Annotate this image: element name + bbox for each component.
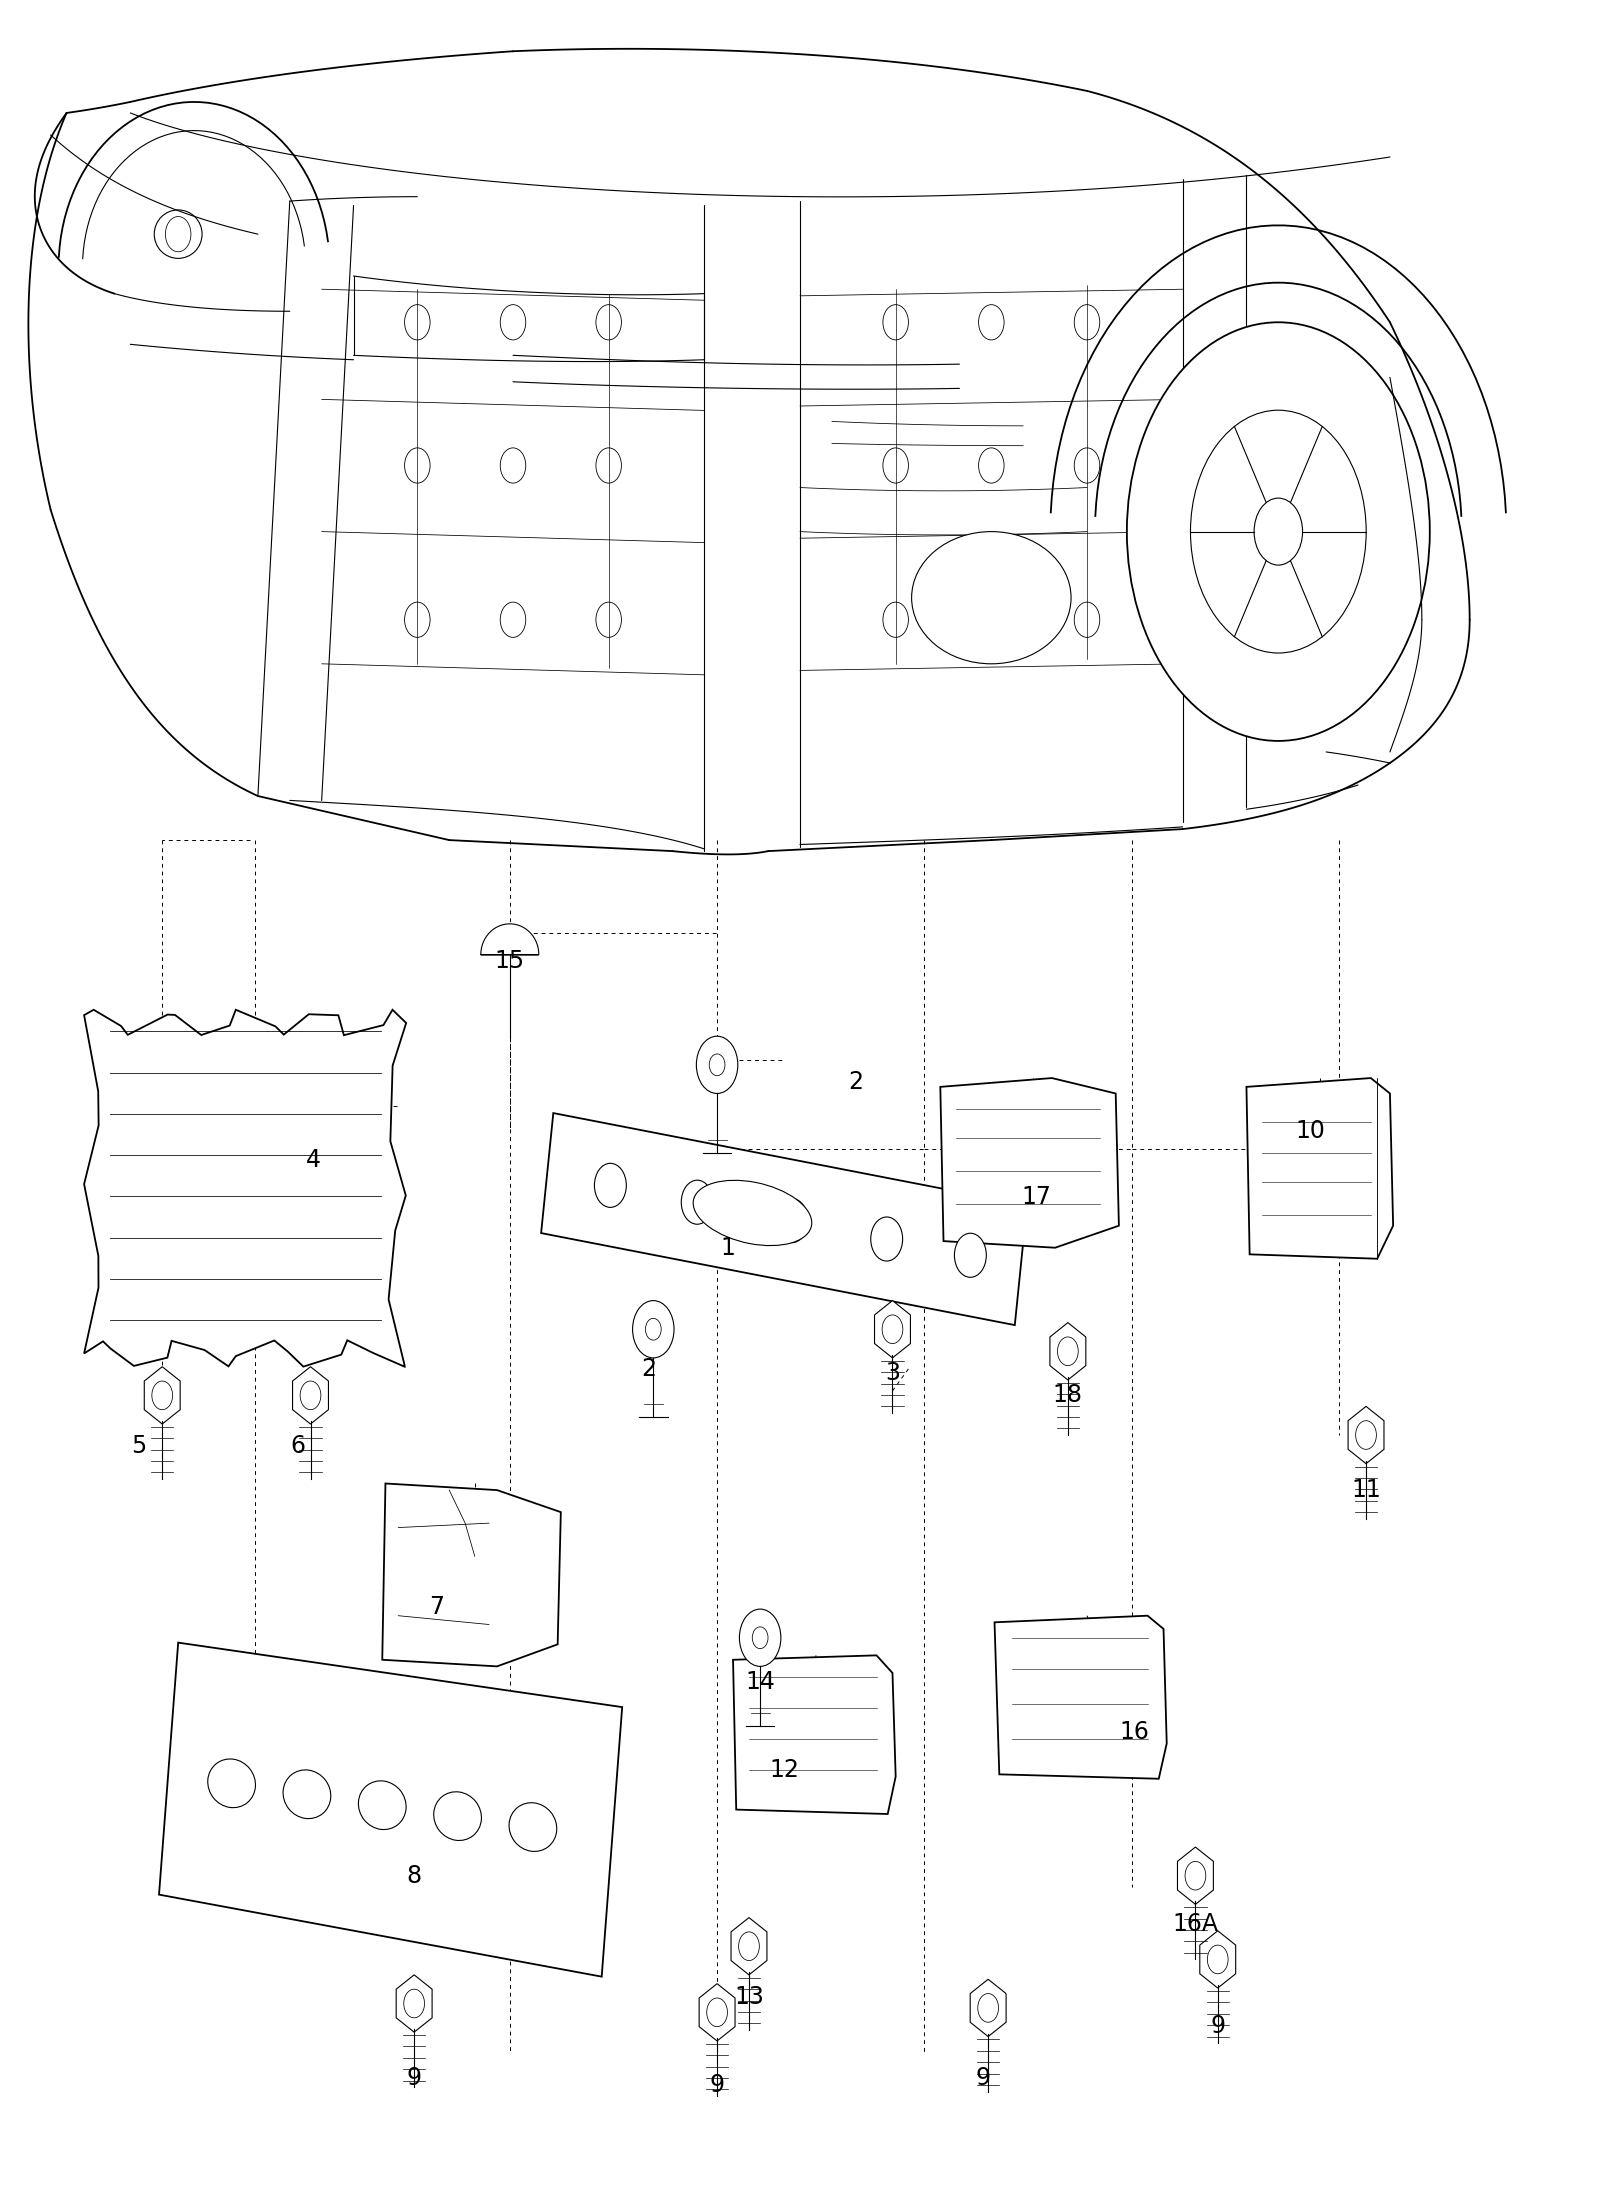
Circle shape [595,305,621,340]
Circle shape [403,1988,424,2017]
Circle shape [979,305,1005,340]
Text: 8: 8 [406,1864,422,1889]
Ellipse shape [693,1180,811,1246]
Text: 4: 4 [306,1149,322,1171]
Polygon shape [733,1655,896,1814]
Text: 13: 13 [734,1986,763,2008]
Polygon shape [1200,1931,1235,1988]
Polygon shape [699,1984,734,2041]
Polygon shape [541,1113,1027,1325]
Circle shape [1074,448,1099,484]
Circle shape [709,1054,725,1076]
Circle shape [501,603,526,638]
Polygon shape [293,1367,328,1425]
Circle shape [501,305,526,340]
Text: 2: 2 [848,1071,864,1093]
Circle shape [882,1314,902,1343]
Circle shape [979,603,1005,638]
Circle shape [696,1036,738,1093]
Circle shape [632,1301,674,1359]
Text: 16A: 16A [1173,1913,1219,1935]
Circle shape [405,448,430,484]
Circle shape [979,448,1005,484]
Text: 3: 3 [885,1361,899,1385]
Circle shape [1254,497,1302,566]
Circle shape [707,1997,728,2026]
Ellipse shape [912,532,1070,665]
Circle shape [501,448,526,484]
Polygon shape [382,1484,562,1666]
Ellipse shape [358,1780,406,1829]
Circle shape [883,603,909,638]
Text: 18: 18 [1053,1383,1083,1407]
Circle shape [1208,1946,1229,1975]
Polygon shape [397,1975,432,2032]
Circle shape [955,1233,986,1277]
Circle shape [301,1381,322,1409]
Polygon shape [875,1301,910,1359]
Polygon shape [995,1615,1166,1778]
Text: 9: 9 [709,2072,725,2096]
Ellipse shape [434,1791,482,1840]
Circle shape [883,305,909,340]
Text: 9: 9 [406,2065,422,2090]
Polygon shape [941,1078,1118,1248]
Polygon shape [731,1917,766,1975]
Polygon shape [144,1367,181,1425]
Text: 9: 9 [976,2065,990,2090]
Ellipse shape [208,1758,256,1807]
Circle shape [1074,305,1099,340]
Text: 9: 9 [1210,2015,1226,2037]
Polygon shape [85,1010,406,1367]
Circle shape [165,216,190,252]
Circle shape [595,1164,626,1208]
Text: 17: 17 [1021,1184,1051,1208]
Text: 16: 16 [1120,1721,1150,1745]
Text: 11: 11 [1350,1478,1381,1502]
Polygon shape [1349,1407,1384,1465]
Ellipse shape [283,1769,331,1818]
Polygon shape [970,1979,1006,2037]
Circle shape [1074,603,1099,638]
Polygon shape [1246,1078,1394,1259]
Ellipse shape [154,210,202,258]
Text: 5: 5 [131,1434,146,1458]
Text: 12: 12 [770,1758,798,1783]
Circle shape [595,603,621,638]
Polygon shape [1178,1847,1213,1904]
Text: 2: 2 [642,1356,656,1381]
Circle shape [739,1933,760,1962]
Circle shape [1355,1420,1376,1449]
Circle shape [405,603,430,638]
Text: 15: 15 [494,950,525,974]
Circle shape [752,1626,768,1648]
Circle shape [776,1199,808,1244]
Circle shape [682,1180,714,1224]
Circle shape [978,1993,998,2021]
Circle shape [645,1319,661,1341]
Text: 14: 14 [746,1670,774,1694]
Text: 10: 10 [1296,1120,1325,1142]
Ellipse shape [509,1803,557,1851]
Text: 6: 6 [290,1434,306,1458]
Text: 7: 7 [429,1595,443,1619]
Polygon shape [1050,1323,1086,1381]
Circle shape [1186,1862,1206,1891]
Circle shape [152,1381,173,1409]
Circle shape [1058,1336,1078,1365]
Polygon shape [480,923,539,954]
Circle shape [883,448,909,484]
Circle shape [1126,323,1430,740]
Circle shape [739,1608,781,1666]
Polygon shape [158,1643,622,1977]
Text: 1: 1 [722,1235,736,1259]
Circle shape [595,448,621,484]
Circle shape [405,305,430,340]
Circle shape [870,1217,902,1261]
Circle shape [1190,411,1366,654]
